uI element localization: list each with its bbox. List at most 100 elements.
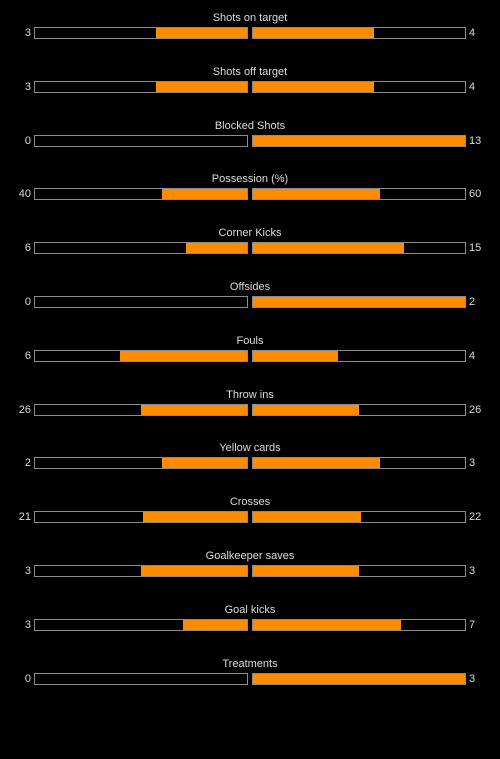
away-bar [252,672,466,685]
away-bar-fill [253,296,465,307]
away-value: 3 [469,672,476,685]
away-value: 3 [469,564,476,577]
stat-label: Goal kicks [224,603,276,616]
away-value: 4 [469,349,476,362]
away-value: 15 [469,242,482,255]
home-bar [34,457,248,470]
away-bar-fill [253,243,405,254]
away-bar-fill [253,28,375,38]
home-value: 3 [24,80,31,93]
home-value: 3 [24,27,31,39]
away-bar [252,403,466,416]
away-bar [252,242,466,255]
home-value: 40 [18,188,31,201]
away-bar-fill [253,135,465,146]
away-bar [252,457,466,470]
stat-row-yellow-cards: Yellow cards 2 3 [0,441,500,495]
away-bar [252,349,466,362]
home-bar-fill [156,81,247,92]
home-bar [34,618,248,631]
home-bar-fill [143,512,247,523]
stat-row-crosses: Crosses 21 22 [0,495,500,549]
home-bar [34,511,248,524]
away-bar-fill [253,350,338,361]
stat-row-shots-on-target: Shots on target 3 4 [0,11,500,65]
home-bar-fill [141,565,247,576]
away-value: 60 [469,188,482,201]
stat-row-treatments: Treatments 0 3 [0,657,500,711]
away-value: 2 [469,295,476,308]
away-bar-fill [253,565,359,576]
home-bar [34,349,248,362]
home-bar [34,564,248,577]
away-bar-fill [253,512,362,523]
away-bar [252,134,466,147]
home-value: 3 [24,618,31,631]
home-value: 26 [18,403,31,416]
home-value: 6 [24,242,31,255]
home-bar [34,27,248,39]
home-bar [34,134,248,147]
stat-label: Crosses [229,496,271,509]
away-bar [252,511,466,524]
stat-label: Possession (%) [211,173,289,186]
away-bar-fill [253,189,381,200]
away-value: 4 [469,80,476,93]
stat-label: Yellow cards [219,442,281,455]
stat-label: Corner Kicks [218,227,282,240]
away-bar-fill [253,673,465,684]
away-value: 13 [469,134,482,147]
home-bar [34,295,248,308]
home-bar-fill [156,28,247,38]
home-value: 0 [24,295,31,308]
match-stats: Shots on target 3 4 Shots off target 3 4… [0,11,500,710]
home-bar-fill [141,404,247,415]
stat-label: Blocked Shots [214,119,286,132]
stat-row-blocked-shots: Blocked Shots 0 13 [0,119,500,173]
home-bar-fill [162,458,247,469]
away-bar-fill [253,404,359,415]
away-bar [252,27,466,39]
stat-row-throw-ins: Throw ins 26 26 [0,388,500,442]
away-value: 26 [469,403,482,416]
away-bar-fill [253,458,381,469]
stat-label: Shots off target [212,65,288,78]
stat-row-offsides: Offsides 0 2 [0,280,500,334]
away-bar-fill [253,619,402,630]
away-bar [252,188,466,201]
home-bar [34,242,248,255]
stat-label: Goalkeeper saves [205,549,295,562]
home-bar [34,80,248,93]
home-bar [34,188,248,201]
away-bar [252,618,466,631]
home-bar [34,672,248,685]
stat-label: Fouls [236,334,264,347]
home-value: 21 [18,511,31,524]
home-value: 3 [24,564,31,577]
home-value: 6 [24,349,31,362]
stat-label: Throw ins [226,388,274,401]
away-bar [252,295,466,308]
home-value: 0 [24,672,31,685]
stat-row-goal-kicks: Goal kicks 3 7 [0,603,500,657]
home-bar [34,403,248,416]
away-bar [252,564,466,577]
stat-row-shots-off-target: Shots off target 3 4 [0,65,500,119]
away-value: 22 [469,511,482,524]
stat-row-corner-kicks: Corner Kicks 6 15 [0,226,500,280]
home-bar-fill [162,189,247,200]
stat-label: Treatments [222,657,278,670]
away-bar-fill [253,81,375,92]
away-value: 7 [469,618,476,631]
home-bar-fill [119,350,247,361]
home-value: 2 [24,457,31,470]
away-value: 3 [469,457,476,470]
home-bar-fill [186,243,247,254]
home-value: 0 [24,134,31,147]
stat-row-fouls: Fouls 6 4 [0,334,500,388]
stat-row-goalkeeper-saves: Goalkeeper saves 3 3 [0,549,500,603]
home-bar-fill [183,619,247,630]
stat-label: Offsides [229,280,271,293]
away-bar [252,80,466,93]
stat-label: Shots on target [212,12,288,24]
